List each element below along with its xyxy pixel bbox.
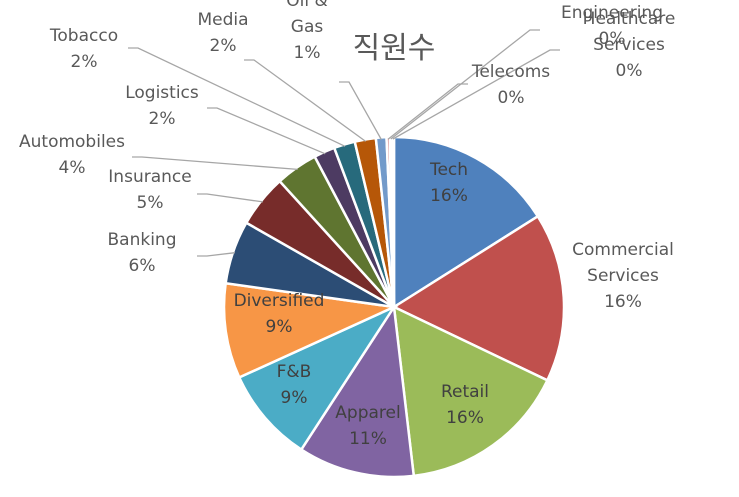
category-label-commercial-services: Services xyxy=(587,266,659,286)
category-label-apparel: Apparel xyxy=(335,403,400,423)
category-label-automobiles: Automobiles xyxy=(19,132,125,152)
slice-apparel xyxy=(299,303,416,479)
slice-f-b xyxy=(237,304,398,452)
leader-lines xyxy=(128,29,560,257)
leader-line-logistics xyxy=(207,107,326,155)
leader-line-automobiles xyxy=(132,156,298,171)
category-label-telecoms: Telecoms xyxy=(471,62,550,82)
slice-tech xyxy=(392,135,540,310)
category-label-logistics: Logistics xyxy=(125,83,199,103)
category-label-commercial-services: Commercial xyxy=(572,240,674,260)
category-label-f-b: F&B xyxy=(277,362,312,382)
leader-line-telecoms xyxy=(387,83,468,140)
category-label-engineering: Engineering xyxy=(561,3,663,23)
leader-line-media xyxy=(244,59,366,142)
value-label-f-b: 9% xyxy=(281,388,308,408)
value-label-media: 2% xyxy=(210,36,237,56)
category-label-tobacco: Tobacco xyxy=(49,26,118,46)
slice-retail xyxy=(392,304,550,478)
value-label-healthcare-services: 0% xyxy=(616,61,643,81)
category-label-media: Media xyxy=(197,10,248,30)
leader-line-oil-gas xyxy=(339,81,382,140)
slice-labels: Tech 16% Commercial Services 16% Retail 16% App… xyxy=(19,0,675,449)
category-label-healthcare-services: Healthcare xyxy=(583,9,676,29)
value-label-tobacco: 2% xyxy=(71,52,98,72)
value-label-oil-gas: 1% xyxy=(294,43,321,63)
category-label-oil-gas: Gas xyxy=(291,17,324,37)
value-label-tech: 16% xyxy=(430,186,468,206)
value-label-diversified: 9% xyxy=(266,317,293,337)
leader-line-healthcare-services xyxy=(392,49,560,140)
slice-commercial-services xyxy=(391,214,566,382)
leader-line-engineering xyxy=(390,29,540,140)
value-label-commercial-services: 16% xyxy=(604,292,642,312)
category-label-tech: Tech xyxy=(429,160,468,180)
category-label-diversified: Diversified xyxy=(234,291,325,311)
leader-line-tobacco xyxy=(128,47,346,147)
value-label-retail: 16% xyxy=(446,408,484,428)
value-label-engineering: 0% xyxy=(599,29,626,49)
value-label-automobiles: 4% xyxy=(59,158,86,178)
leader-line-banking xyxy=(197,252,236,257)
slice-diversified xyxy=(222,281,399,380)
category-label-retail: Retail xyxy=(441,382,489,402)
category-label-healthcare-services: Services xyxy=(593,35,665,55)
value-label-banking: 6% xyxy=(129,256,156,276)
category-label-banking: Banking xyxy=(108,230,177,250)
value-label-logistics: 2% xyxy=(149,109,176,129)
category-label-insurance: Insurance xyxy=(108,167,191,187)
value-label-apparel: 11% xyxy=(349,429,387,449)
value-label-insurance: 5% xyxy=(137,193,164,213)
leader-line-insurance xyxy=(197,193,263,203)
category-label-oil-gas: Oil & xyxy=(286,0,328,11)
pie-slices xyxy=(222,135,566,479)
chart-title: 직원수 xyxy=(353,31,436,66)
value-label-telecoms: 0% xyxy=(498,88,525,108)
